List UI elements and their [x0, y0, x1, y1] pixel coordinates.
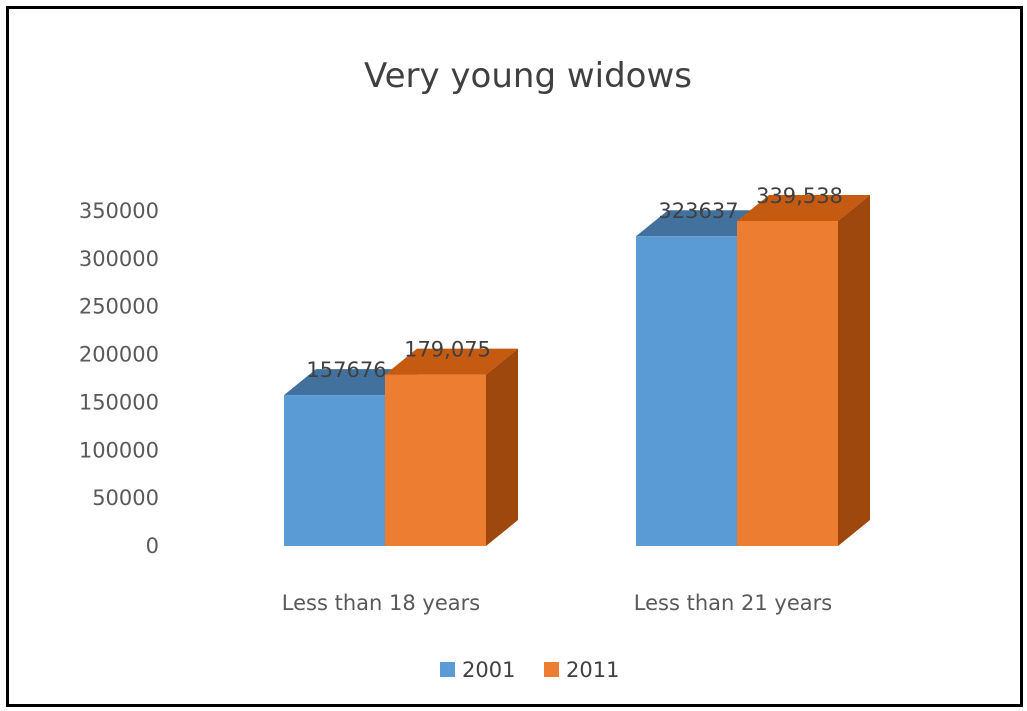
y-tick-label: 200000	[79, 343, 159, 367]
legend-label: 2001	[462, 658, 515, 682]
bar-side-face	[486, 348, 518, 546]
data-label-2001-2: 323637	[658, 199, 738, 223]
bar-top-face	[284, 369, 417, 396]
bar-front-face	[284, 395, 385, 546]
y-tick-label: 50000	[92, 486, 159, 510]
y-tick-label: 100000	[79, 438, 159, 462]
legend-swatch	[440, 662, 455, 677]
chart-title: Very young widows	[364, 56, 692, 96]
bars	[284, 195, 870, 547]
bar-front-face	[385, 374, 486, 546]
bar-side-face	[838, 195, 870, 547]
category-labels: Less than 18 years Less than 21 years	[282, 591, 832, 615]
data-label-2011-1: 179,075	[404, 338, 491, 362]
chart-frame: Very young widows 0 50000 100000 150000 2000…	[6, 6, 1023, 707]
y-axis-ticks: 0 50000 100000 150000 200000 250000 300000 3500…	[79, 199, 159, 558]
bar-top-face	[636, 210, 769, 237]
category-label: Less than 21 years	[634, 591, 832, 615]
data-label-2011-2: 339,538	[756, 184, 843, 208]
y-tick-label: 250000	[79, 295, 159, 319]
y-tick-label: 300000	[79, 247, 159, 271]
legend: 2001 2011	[440, 658, 619, 682]
legend-item-2001: 2001	[440, 658, 515, 682]
bar-chart: Very young widows 0 50000 100000 150000 2000…	[79, 56, 870, 682]
legend-label: 2011	[566, 658, 619, 682]
bar-front-face	[737, 221, 838, 547]
y-tick-label: 350000	[79, 199, 159, 223]
bar-2011-2	[737, 195, 870, 547]
y-tick-label: 0	[146, 534, 159, 558]
data-label-2001-1: 157676	[306, 358, 386, 382]
data-labels: 157676 179,075 323637 339,538	[306, 184, 843, 382]
bar-top-face	[385, 348, 518, 375]
legend-item-2011: 2011	[544, 658, 619, 682]
bar-front-face	[636, 236, 737, 546]
category-label: Less than 18 years	[282, 591, 480, 615]
y-tick-label: 150000	[79, 390, 159, 414]
bar-top-face	[737, 195, 870, 222]
legend-swatch	[544, 662, 559, 677]
bar-2011-1	[385, 348, 518, 546]
